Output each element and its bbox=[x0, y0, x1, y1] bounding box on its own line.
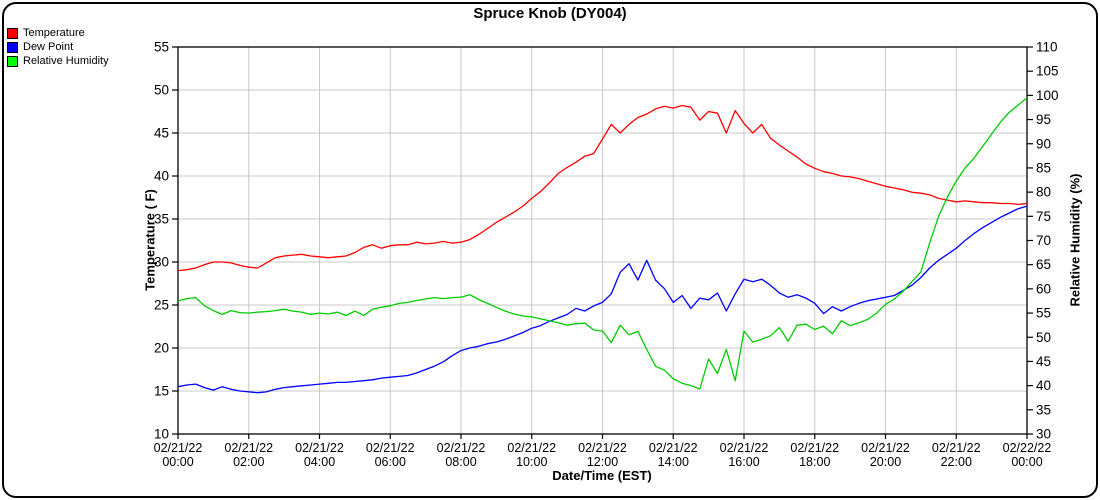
x-axis-tick-date: 02/21/22 bbox=[154, 441, 203, 455]
chart-title: Spruce Knob (DY004) bbox=[473, 5, 627, 22]
right-axis-tick-label: 65 bbox=[1036, 257, 1051, 272]
gridlines bbox=[178, 47, 1027, 434]
x-axis-tick-time: 00:00 bbox=[162, 455, 193, 469]
x-axis-tick-time: 04:00 bbox=[304, 455, 335, 469]
x-axis-tick-date: 02/21/22 bbox=[649, 441, 698, 455]
right-axis-tick-label: 85 bbox=[1036, 160, 1051, 175]
x-axis-tick-time: 10:00 bbox=[516, 455, 547, 469]
left-axis-tick-label: 50 bbox=[154, 83, 169, 98]
left-axis-tick-label: 55 bbox=[154, 40, 169, 55]
x-axis-tick-date: 02/21/22 bbox=[861, 441, 910, 455]
x-axis-tick-date: 02/21/22 bbox=[932, 441, 981, 455]
series-line-temperature bbox=[177, 104, 1028, 272]
x-axis-tick-date: 02/21/22 bbox=[437, 441, 486, 455]
relative-humidity-swatch bbox=[7, 56, 18, 67]
legend-label: Relative Humidity bbox=[23, 55, 109, 67]
right-axis-tick-label: 30 bbox=[1036, 427, 1051, 442]
x-axis-tick-date: 02/21/22 bbox=[224, 441, 273, 455]
x-axis-tick-time: 14:00 bbox=[658, 455, 689, 469]
x-axis-tick-time: 22:00 bbox=[941, 455, 972, 469]
x-axis-tick-date: 02/22/22 bbox=[1003, 441, 1052, 455]
series-lines bbox=[177, 97, 1028, 394]
x-axis-tick-date: 02/21/22 bbox=[720, 441, 769, 455]
x-axis-tick-date: 02/21/22 bbox=[366, 441, 415, 455]
x-axis-tick-time: 12:00 bbox=[587, 455, 618, 469]
left-axis-tick-label: 25 bbox=[154, 298, 169, 313]
right-axis-tick-label: 40 bbox=[1036, 378, 1051, 393]
right-axis-tick-label: 80 bbox=[1036, 185, 1051, 200]
right-axis-tick-label: 45 bbox=[1036, 354, 1051, 369]
right-axis-tick-label: 110 bbox=[1036, 40, 1058, 55]
left-axis-tick-label: 15 bbox=[154, 384, 169, 399]
right-axis-tick-label: 60 bbox=[1036, 281, 1051, 296]
left-axis-tick-label: 20 bbox=[154, 341, 169, 356]
legend-item-temperature: Temperature bbox=[7, 27, 109, 40]
x-axis-tick-time: 16:00 bbox=[728, 455, 759, 469]
left-axis-tick-label: 35 bbox=[154, 212, 169, 227]
x-axis-tick-time: 00:00 bbox=[1011, 455, 1042, 469]
left-axis-tick-label: 40 bbox=[154, 169, 169, 184]
series-line-dew-point bbox=[177, 205, 1028, 394]
right-axis-tick-label: 35 bbox=[1036, 402, 1051, 417]
temperature-swatch bbox=[7, 28, 18, 39]
right-axis-tick-label: 70 bbox=[1036, 233, 1051, 248]
dew-point-swatch bbox=[7, 42, 18, 53]
series-line-relative-humidity bbox=[177, 97, 1028, 390]
x-axis-tick-time: 06:00 bbox=[375, 455, 406, 469]
legend-item-dew-point: Dew Point bbox=[7, 41, 109, 54]
right-axis-tick-label: 95 bbox=[1036, 112, 1051, 127]
right-axis-tick-label: 75 bbox=[1036, 209, 1051, 224]
right-axis-tick-label: 55 bbox=[1036, 306, 1051, 321]
left-axis-tick-label: 45 bbox=[154, 126, 169, 141]
legend-item-relative-humidity: Relative Humidity bbox=[7, 55, 109, 68]
x-axis-tick-date: 02/21/22 bbox=[295, 441, 344, 455]
right-axis-tick-label: 100 bbox=[1036, 88, 1059, 103]
x-axis-tick-date: 02/21/22 bbox=[507, 441, 556, 455]
legend: Temperature Dew Point Relative Humidity bbox=[7, 27, 109, 69]
x-axis-tick-date: 02/21/22 bbox=[578, 441, 627, 455]
y-axis-label-left: Temperature ( F) bbox=[142, 189, 158, 291]
legend-label: Dew Point bbox=[23, 41, 74, 53]
x-axis-tick-time: 20:00 bbox=[870, 455, 901, 469]
x-axis-tick-time: 08:00 bbox=[445, 455, 476, 469]
x-axis-tick-time: 02:00 bbox=[233, 455, 264, 469]
x-axis-tick-date: 02/21/22 bbox=[790, 441, 839, 455]
left-axis-tick-label: 30 bbox=[154, 255, 169, 270]
tick-labels: 10 15 20 25 30 35 40 45 50 55 30 35 40 45 50 55 60 65 70 75… bbox=[154, 40, 1059, 470]
left-axis-tick-label: 10 bbox=[154, 427, 169, 442]
y-axis-label-right: Relative Humidity (%) bbox=[1067, 173, 1083, 307]
axes bbox=[172, 46, 1033, 439]
right-axis-tick-label: 90 bbox=[1036, 136, 1051, 151]
x-axis-label: Date/Time (EST) bbox=[552, 468, 652, 483]
x-axis-tick-time: 18:00 bbox=[799, 455, 830, 469]
right-axis-tick-label: 105 bbox=[1036, 64, 1059, 79]
legend-label: Temperature bbox=[23, 27, 85, 39]
right-axis-tick-label: 50 bbox=[1036, 330, 1051, 345]
